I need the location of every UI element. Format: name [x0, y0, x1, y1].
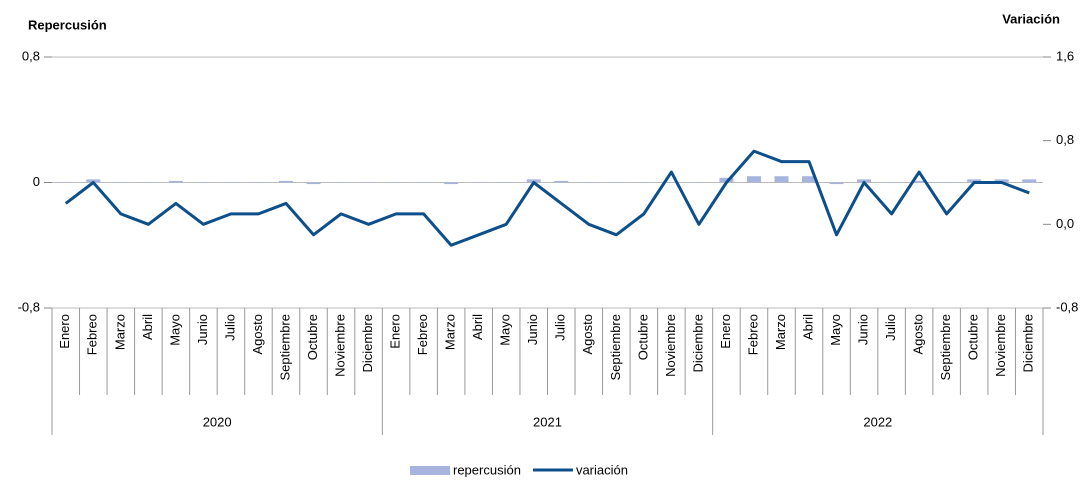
bar [802, 176, 817, 183]
bar [499, 182, 514, 183]
bar [444, 182, 459, 185]
x-tick-label: Noviembre [993, 314, 1008, 377]
x-tick-label: Junio [856, 314, 871, 345]
x-tick-label: Febreo [415, 314, 430, 355]
x-tick-label: Noviembre [663, 314, 678, 377]
y2-tick-label: 1,6 [1056, 48, 1074, 63]
x-tick-label: Mayo [498, 314, 513, 346]
x-tick-label: Marzo [443, 314, 458, 350]
x-tick-label: Octubre [966, 314, 981, 360]
bar [967, 179, 982, 183]
x-tick-label: Septiembre [938, 314, 953, 380]
bar [196, 182, 211, 183]
bar [746, 176, 761, 183]
line [64, 149, 1030, 247]
bar [113, 182, 128, 183]
x-tick-label: Enero [57, 314, 72, 349]
x-tick-label: Octubre [635, 314, 650, 360]
group-label: 2021 [533, 414, 562, 429]
x-tick-label: Septiembre [277, 314, 292, 380]
bar [774, 176, 789, 183]
x-tick-label: Abril [140, 314, 155, 340]
x-tick-label: Abril [470, 314, 485, 340]
bar [554, 180, 569, 183]
bar [334, 182, 349, 183]
bar [251, 182, 266, 183]
bar [306, 182, 321, 185]
x-tick-label: Octubre [305, 314, 320, 360]
x-tick-label: Enero [388, 314, 403, 349]
bar [168, 180, 183, 183]
x-tick-label: Julio [553, 314, 568, 341]
bar [609, 182, 624, 183]
bar [664, 182, 679, 183]
bar [912, 180, 927, 183]
bar [416, 182, 431, 183]
x-tick-label: Marzo [112, 314, 127, 350]
y2-axis-title: Variación [1002, 11, 1060, 26]
x-tick-label: Agosto [911, 314, 926, 354]
bar [994, 179, 1009, 183]
x-tick-label: Diciembre [690, 314, 705, 373]
bar [526, 179, 541, 183]
bar [471, 182, 486, 183]
y2-tick-label: -0,8 [1056, 299, 1078, 314]
y-axis-title: Repercusión [28, 17, 107, 32]
x-tick-label: Enero [718, 314, 733, 349]
x-tick-label: Julio [222, 314, 237, 341]
x-tick-label: Marzo [773, 314, 788, 350]
x-tick-label: Abril [800, 314, 815, 340]
bar [691, 182, 706, 183]
bar [636, 182, 651, 183]
legend-label: repercusión [453, 462, 521, 477]
bar [58, 182, 73, 183]
x-tick-label: Junio [525, 314, 540, 345]
x-tick-label: Septiembre [608, 314, 623, 380]
bar [86, 179, 101, 183]
bar [389, 182, 404, 183]
bar [884, 182, 899, 183]
y-tick-label: -0,8 [18, 299, 40, 314]
bar [361, 182, 376, 183]
group-label: 2022 [863, 414, 892, 429]
x-tick-label: Junio [195, 314, 210, 345]
y-tick-label: 0,8 [22, 48, 40, 63]
bar [857, 179, 872, 183]
x-tick-label: Febreo [85, 314, 100, 355]
bar [1022, 179, 1037, 183]
y2-tick-label: 0,8 [1056, 132, 1074, 147]
x-tick-label: Julio [883, 314, 898, 341]
bar [829, 182, 844, 185]
bar [141, 182, 156, 183]
x-tick-label: Mayo [167, 314, 182, 346]
group-label: 2020 [203, 414, 232, 429]
x-tick-label: Diciembre [360, 314, 375, 373]
bar [223, 182, 238, 183]
bar [939, 182, 954, 183]
legend-swatch [410, 466, 450, 475]
x-tick-label: Agosto [250, 314, 265, 354]
bar [278, 180, 293, 183]
y-tick-label: 0 [33, 174, 40, 189]
x-tick-label: Mayo [828, 314, 843, 346]
x-tick-label: Agosto [580, 314, 595, 354]
bar [581, 182, 596, 183]
x-tick-label: Febreo [745, 314, 760, 355]
legend-label: variación [576, 462, 628, 477]
y2-tick-label: 0,0 [1056, 216, 1074, 231]
x-tick-label: Diciembre [1021, 314, 1036, 373]
bar [719, 177, 734, 183]
x-tick-label: Noviembre [332, 314, 347, 377]
